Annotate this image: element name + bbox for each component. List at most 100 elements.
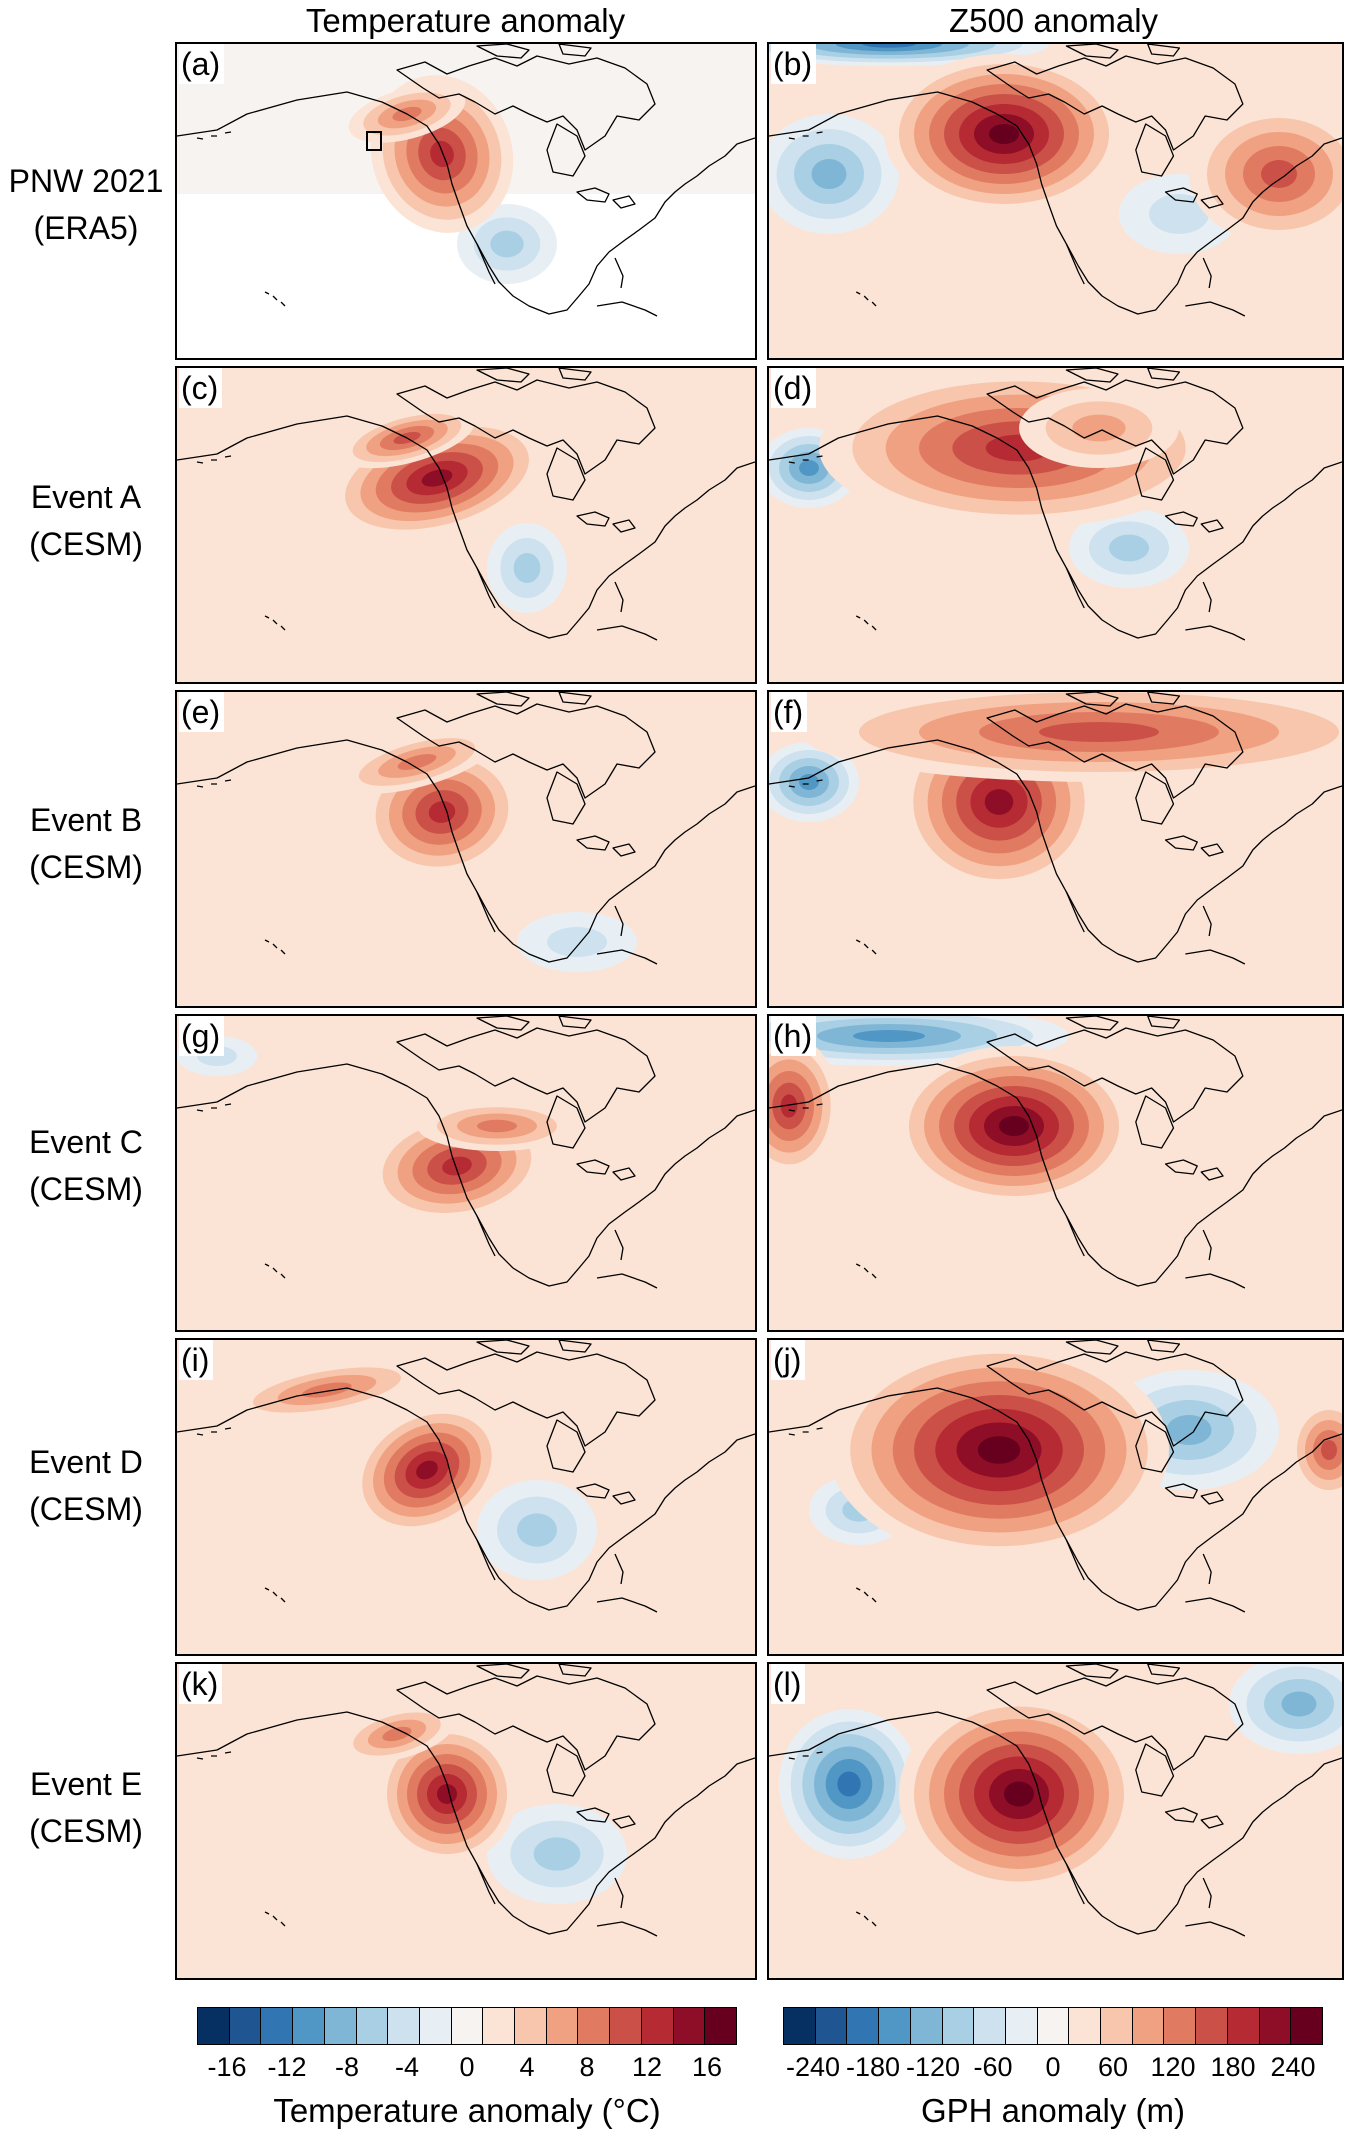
temperature-colorbar-swatch	[451, 2008, 484, 2044]
temperature-map-panel-k: (k)	[175, 1662, 757, 1980]
gph-colorbar-swatch	[1037, 2008, 1070, 2044]
temperature-colorbar-tick-label: 8	[579, 2052, 595, 2082]
coastline	[177, 44, 755, 317]
coastline	[769, 44, 1342, 317]
panel-label: (g)	[179, 1016, 225, 1056]
panel-label: (i)	[179, 1340, 214, 1380]
temperature-colorbar-swatch	[610, 2008, 642, 2044]
z500-map-panel-d: (d)	[767, 366, 1344, 684]
gph-colorbar-swatch	[847, 2008, 880, 2044]
gph-colorbar-tick-label: 0	[1045, 2052, 1061, 2082]
gph-colorbar-tick-label: 60	[1097, 2052, 1129, 2082]
gph-colorbar-swatch	[1069, 2008, 1102, 2044]
temperature-colorbar-tick-label: 12	[631, 2052, 663, 2082]
z500-map-panel-h: (h)	[767, 1014, 1344, 1332]
gph-colorbar-tick-label: 240	[1270, 2052, 1316, 2082]
temperature-colorbar-swatch	[198, 2008, 230, 2044]
temperature-map-panel-c: (c)	[175, 366, 757, 684]
temperature-colorbar-swatch	[229, 2008, 262, 2044]
panel-label: (a)	[179, 44, 225, 84]
gph-colorbar-swatch	[1005, 2008, 1038, 2044]
temperature-colorbar-swatch	[261, 2008, 294, 2044]
panel-label: (c)	[179, 368, 223, 408]
temperature-map-panel-a: (a)	[175, 42, 757, 360]
row-label-event-b: Event B (CESM)	[29, 802, 143, 885]
row-label-event-c: Event C (CESM)	[29, 1124, 143, 1207]
temperature-colorbar-ticks: -16 -12 -8 -4 0 4 8 12 16	[197, 2052, 737, 2088]
temperature-colorbar-swatch	[324, 2008, 357, 2044]
temperature-colorbar-swatch	[419, 2008, 452, 2044]
temperature-map-panel-g: (g)	[175, 1014, 757, 1332]
z500-map-panel-f: (f)	[767, 690, 1344, 1008]
temperature-colorbar-swatch	[641, 2008, 674, 2044]
coastline	[177, 692, 755, 965]
row-label-event-d: Event D (CESM)	[29, 1444, 143, 1527]
temperature-colorbar-swatch	[388, 2008, 420, 2044]
panel-label: (h)	[771, 1016, 817, 1056]
gph-colorbar-swatch	[974, 2008, 1006, 2044]
temperature-colorbar-swatch	[483, 2008, 516, 2044]
gph-colorbar-tick-label: -120	[905, 2052, 961, 2082]
gph-colorbar-tick-label: 120	[1150, 2052, 1196, 2082]
gph-colorbar-swatch	[942, 2008, 975, 2044]
coastline	[769, 1016, 1342, 1289]
temperature-colorbar-tick-label: 16	[691, 2052, 723, 2082]
gph-colorbar-tick-label: -240	[785, 2052, 841, 2082]
gph-colorbar-swatch	[1132, 2008, 1165, 2044]
panel-label: (e)	[179, 692, 225, 732]
coastline	[177, 1016, 755, 1289]
z500-map-panel-l: (l)	[767, 1662, 1344, 1980]
panel-label: (f)	[771, 692, 808, 732]
temperature-colorbar-tick-label: 4	[519, 2052, 535, 2082]
gph-colorbar-swatch	[1101, 2008, 1133, 2044]
gph-colorbar-tick-label: -180	[845, 2052, 901, 2082]
z500-column-title: Z500 anomaly	[948, 2, 1159, 39]
coastline	[769, 368, 1342, 641]
gph-colorbar-swatch	[784, 2008, 816, 2044]
temperature-colorbar	[197, 2007, 737, 2045]
temperature-colorbar-swatch	[515, 2008, 547, 2044]
gph-colorbar	[783, 2007, 1323, 2045]
coastline	[769, 1664, 1342, 1937]
temperature-colorbar-title: Temperature anomaly (°C)	[273, 2092, 661, 2129]
panel-label: (k)	[179, 1664, 223, 1704]
temperature-colorbar-swatch	[293, 2008, 325, 2044]
temperature-colorbar-swatch	[578, 2008, 611, 2044]
temperature-colorbar-swatch	[546, 2008, 579, 2044]
gph-colorbar-swatch	[1227, 2008, 1260, 2044]
temperature-colorbar-swatch	[673, 2008, 706, 2044]
temperature-map-panel-e: (e)	[175, 690, 757, 1008]
temperature-colorbar-tick-label: -12	[267, 2052, 307, 2082]
gph-colorbar-swatch	[879, 2008, 911, 2044]
temperature-colorbar-tick-label: -4	[394, 2052, 420, 2082]
temperature-colorbar-tick-label: -8	[334, 2052, 360, 2082]
gph-colorbar-title: GPH anomaly (m)	[920, 2092, 1186, 2129]
gph-colorbar-tick-label: 180	[1210, 2052, 1256, 2082]
temperature-colorbar-tick-label: 0	[459, 2052, 475, 2082]
gph-colorbar-swatch	[815, 2008, 848, 2044]
gph-colorbar-swatch	[1196, 2008, 1228, 2044]
row-label-event-a: Event A (CESM)	[29, 479, 143, 562]
temperature-colorbar-tick-label: -16	[207, 2052, 247, 2082]
temperature-colorbar-swatch	[356, 2008, 389, 2044]
panel-label: (j)	[771, 1340, 806, 1380]
row-label-pnw-2021: PNW 2021 (ERA5)	[8, 163, 164, 246]
gph-colorbar-swatch	[910, 2008, 943, 2044]
gph-colorbar-tick-label: -60	[973, 2052, 1013, 2082]
row-label-event-e: Event E (CESM)	[29, 1766, 143, 1849]
coastline	[769, 692, 1342, 965]
gph-colorbar-swatch	[1291, 2008, 1322, 2044]
gph-colorbar-swatch	[1259, 2008, 1292, 2044]
temperature-map-panel-i: (i)	[175, 1338, 757, 1656]
coastline	[769, 1340, 1342, 1613]
gph-colorbar-ticks: -240 -180 -120 -60 0 60 120 180 240	[783, 2052, 1323, 2088]
z500-map-panel-j: (j)	[767, 1338, 1344, 1656]
coastline	[177, 1340, 755, 1613]
panel-label: (d)	[771, 368, 817, 408]
panel-label: (b)	[771, 44, 817, 84]
temperature-column-title: Temperature anomaly	[305, 2, 626, 39]
temperature-colorbar-swatch	[705, 2008, 736, 2044]
panel-label: (l)	[771, 1664, 806, 1704]
coastline	[177, 1664, 755, 1937]
coastline	[177, 368, 755, 641]
